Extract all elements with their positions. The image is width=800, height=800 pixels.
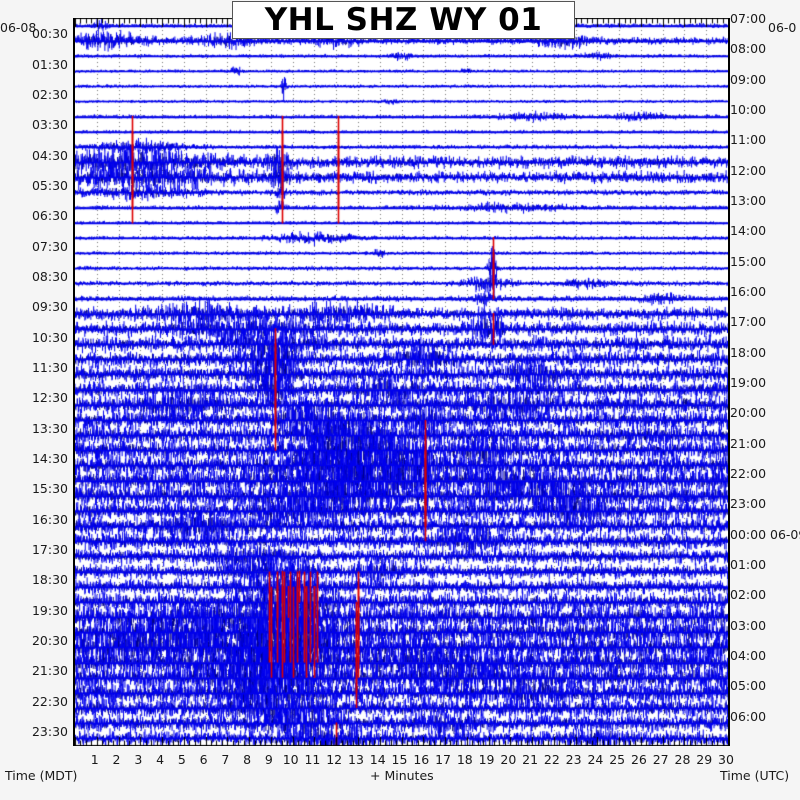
left-time-tick-0230: 02:30 xyxy=(31,86,68,102)
right-time-tick-1700: 17:00 xyxy=(730,314,767,330)
left-time-tick-0930: 09:30 xyxy=(31,299,68,315)
right-time-tick-2100: 21:00 xyxy=(730,435,767,451)
left-time-tick-2030: 20:30 xyxy=(31,632,68,648)
left-time-tick-1930: 19:30 xyxy=(31,602,68,618)
minute-tick-8: 8 xyxy=(243,752,252,767)
minute-tick-24: 24 xyxy=(587,752,604,767)
minute-tick-6: 6 xyxy=(199,752,208,767)
right-time-tick-0700: 07:00 xyxy=(730,11,767,26)
left-axis-caption: Time (MDT) xyxy=(5,768,78,783)
minute-tick-11: 11 xyxy=(304,752,321,767)
left-time-tick-0830: 08:30 xyxy=(31,268,68,284)
minute-tick-23: 23 xyxy=(565,752,582,767)
minute-tick-29: 29 xyxy=(696,752,713,767)
minute-tick-25: 25 xyxy=(609,752,626,767)
left-time-tick-1830: 18:30 xyxy=(31,572,68,588)
minute-tick-3: 3 xyxy=(134,752,143,767)
right-time-tick-0500: 05:00 xyxy=(730,678,767,694)
right-time-tick-2000: 20:00 xyxy=(730,405,767,421)
start-date-right-label: 06-0 xyxy=(768,20,797,35)
left-time-tick-1130: 11:30 xyxy=(31,359,68,375)
left-time-tick-0330: 03:30 xyxy=(31,117,68,133)
minute-tick-10: 10 xyxy=(282,752,299,767)
minute-tick-4: 4 xyxy=(156,752,165,767)
minute-tick-26: 26 xyxy=(630,752,647,767)
left-time-tick-1030: 10:30 xyxy=(31,329,68,345)
right-time-tick-1500: 15:00 xyxy=(730,253,767,269)
right-time-tick-1800: 18:00 xyxy=(730,344,767,360)
left-time-tick-2230: 22:30 xyxy=(31,693,68,709)
bottom-axis-caption: + Minutes xyxy=(370,768,434,783)
minute-tick-15: 15 xyxy=(391,752,408,767)
left-time-tick-0630: 06:30 xyxy=(31,208,68,224)
minute-tick-2: 2 xyxy=(112,752,121,767)
minute-tick-18: 18 xyxy=(456,752,473,767)
left-time-tick-0430: 04:30 xyxy=(31,147,68,163)
minute-tick-28: 28 xyxy=(674,752,691,767)
right-time-tick-0000: 00:00 06-09 xyxy=(730,526,800,542)
left-time-tick-1230: 12:30 xyxy=(31,390,68,406)
minute-tick-1: 1 xyxy=(90,752,99,767)
right-time-tick-0400: 04:00 xyxy=(730,648,767,663)
right-time-tick-0800: 08:00 xyxy=(730,41,767,57)
start-date-left-label: 06-08 xyxy=(0,20,37,35)
right-time-tick-1100: 11:00 xyxy=(730,132,767,148)
left-time-tick-1530: 15:30 xyxy=(31,481,68,497)
minute-tick-12: 12 xyxy=(326,752,343,767)
minute-tick-7: 7 xyxy=(221,752,230,767)
minute-tick-27: 27 xyxy=(652,752,669,767)
minute-tick-14: 14 xyxy=(369,752,386,767)
right-time-tick-2300: 23:00 xyxy=(730,496,767,512)
seismogram-plot-area[interactable] xyxy=(73,18,730,746)
right-time-tick-1200: 12:00 xyxy=(730,162,767,178)
right-time-tick-0300: 03:00 xyxy=(730,617,767,633)
minute-tick-17: 17 xyxy=(435,752,451,767)
right-time-tick-1400: 14:00 xyxy=(730,223,767,239)
page-title: YHL SHZ WY 01 xyxy=(232,1,575,39)
left-time-tick-0130: 01:30 xyxy=(31,56,68,72)
left-time-tick-0530: 05:30 xyxy=(31,177,68,193)
left-time-tick-1330: 13:30 xyxy=(31,420,68,436)
minute-tick-30: 30 xyxy=(718,752,734,767)
minute-tick-22: 22 xyxy=(543,752,560,767)
right-time-tick-0200: 02:00 xyxy=(730,587,767,603)
right-time-tick-0600: 06:00 xyxy=(730,708,767,724)
minute-tick-16: 16 xyxy=(413,752,430,767)
right-time-tick-2200: 22:00 xyxy=(730,466,767,481)
minute-axis-labels: 1 2 3 4 5 6 7 8 9 10 11 12 13 14 15 16 17 18 19 20 21 22 23 24 2… xyxy=(73,752,734,768)
seismogram-traces-canvas[interactable] xyxy=(75,18,728,746)
minute-tick-19: 19 xyxy=(478,752,495,767)
minute-tick-9: 9 xyxy=(264,752,273,767)
left-time-tick-1730: 17:30 xyxy=(31,541,68,557)
left-time-tick-1630: 16:30 xyxy=(31,511,68,527)
right-time-tick-1900: 19:00 xyxy=(730,375,767,390)
minute-tick-13: 13 xyxy=(348,752,364,767)
right-time-tick-1600: 16:00 xyxy=(730,284,767,299)
left-time-tick-0030: 00:30 xyxy=(31,26,68,42)
left-time-tick-1430: 14:30 xyxy=(31,450,68,466)
right-time-tick-1000: 10:00 xyxy=(730,102,767,117)
left-time-tick-2330: 23:30 xyxy=(31,723,68,739)
left-time-tick-2130: 21:30 xyxy=(31,663,68,679)
right-time-tick-0100: 01:00 xyxy=(730,557,767,572)
minute-tick-21: 21 xyxy=(522,752,539,767)
left-time-tick-0730: 07:30 xyxy=(31,238,68,254)
right-time-tick-0900: 09:00 xyxy=(730,71,767,87)
minute-tick-20: 20 xyxy=(500,752,517,767)
minute-tick-5: 5 xyxy=(177,752,186,767)
right-axis-caption: Time (UTC) xyxy=(720,768,790,783)
right-time-tick-1300: 13:00 xyxy=(730,193,767,208)
